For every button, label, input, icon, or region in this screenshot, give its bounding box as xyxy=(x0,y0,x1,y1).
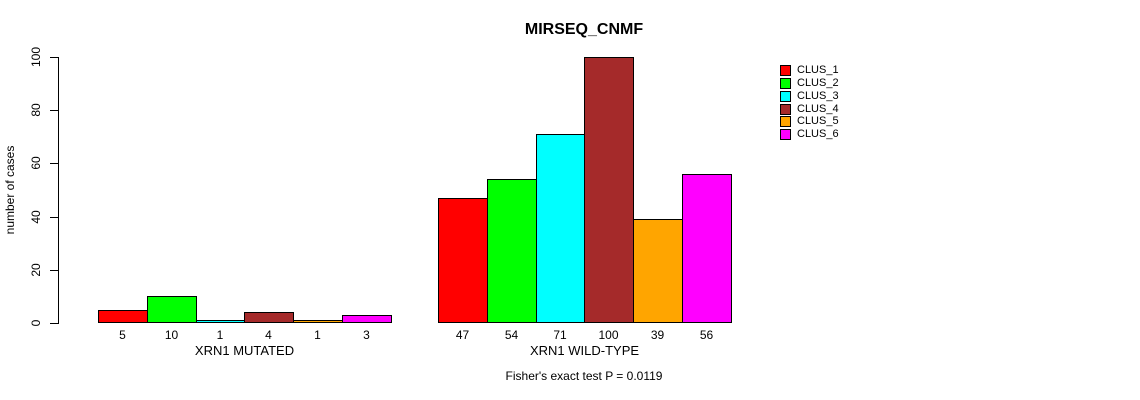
bar-clus_4-wild-type xyxy=(584,57,634,323)
bar-value-label: 47 xyxy=(455,328,470,342)
y-axis-tick xyxy=(50,270,58,271)
legend-label-clus_4: CLUS_4 xyxy=(797,103,839,115)
bar-clus_3-wild-type xyxy=(536,134,585,323)
y-axis-tick xyxy=(50,217,58,218)
fisher-test-annotation: Fisher's exact test P = 0.0119 xyxy=(505,369,663,383)
legend-swatch-clus_3 xyxy=(780,91,791,102)
legend-swatch-clus_1 xyxy=(780,65,791,76)
bar-value-label: 39 xyxy=(650,328,665,342)
bar-value-label: 3 xyxy=(363,328,370,342)
bar-value-label: 100 xyxy=(598,328,619,342)
legend-swatch-clus_4 xyxy=(780,104,791,115)
legend-swatch-clus_2 xyxy=(780,78,791,89)
x-group-label-mutated: XRN1 MUTATED xyxy=(194,343,295,358)
bar-clus_2-mutated xyxy=(147,296,197,323)
y-axis-line xyxy=(58,57,59,324)
legend-label-clus_1: CLUS_1 xyxy=(797,64,839,76)
bar-clus_4-mutated xyxy=(244,312,294,323)
y-axis-tick xyxy=(50,323,58,324)
bar-value-label: 5 xyxy=(119,328,126,342)
bar-value-label: 1 xyxy=(216,328,224,342)
bar-value-label: 1 xyxy=(314,328,321,342)
legend-label-clus_6: CLUS_6 xyxy=(797,128,839,140)
bar-clus_1-wild-type xyxy=(438,198,488,323)
x-group-label-wild-type: XRN1 WILD-TYPE xyxy=(529,343,640,358)
bar-value-label: 54 xyxy=(504,328,519,342)
bar-value-label: 71 xyxy=(553,328,567,342)
legend-label-clus_2: CLUS_2 xyxy=(797,77,839,89)
y-axis-tick xyxy=(50,110,58,111)
bar-value-label: 56 xyxy=(699,328,714,342)
bar-clus_6-mutated xyxy=(342,315,392,323)
y-axis-tick xyxy=(50,57,58,58)
legend-swatch-clus_6 xyxy=(780,129,791,140)
y-axis-tick xyxy=(50,163,58,164)
chart-title: MIRSEQ_CNMF xyxy=(524,21,644,38)
legend-label-clus_5: CLUS_5 xyxy=(797,115,839,127)
bar-value-label: 4 xyxy=(265,328,272,342)
bar-value-label: 10 xyxy=(164,328,179,342)
bar-clus_6-wild-type xyxy=(682,174,732,323)
legend-label-clus_3: CLUS_3 xyxy=(797,90,839,102)
legend-swatch-clus_5 xyxy=(780,116,791,127)
